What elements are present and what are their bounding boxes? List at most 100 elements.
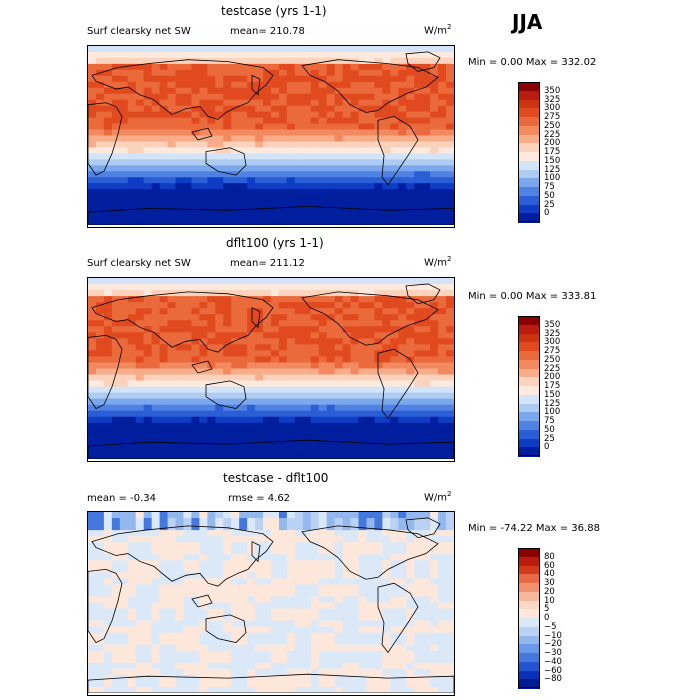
field-cell bbox=[215, 99, 224, 107]
field-cell bbox=[278, 422, 288, 430]
field-cell bbox=[247, 123, 256, 130]
field-cell bbox=[430, 105, 439, 113]
field-cell bbox=[167, 584, 176, 591]
field-cell bbox=[255, 428, 264, 436]
field-cell bbox=[247, 614, 256, 621]
field-cell bbox=[390, 296, 399, 303]
coastline bbox=[191, 360, 213, 374]
field-cell bbox=[318, 560, 328, 567]
field-cell bbox=[366, 524, 375, 531]
field-cell bbox=[183, 81, 192, 89]
field-cell bbox=[446, 620, 454, 628]
field-cell bbox=[143, 440, 153, 448]
field-cell bbox=[390, 81, 399, 89]
field-cell bbox=[88, 548, 97, 555]
field-cell bbox=[294, 147, 304, 154]
field-cell bbox=[414, 296, 423, 303]
field-cell bbox=[318, 296, 328, 303]
field-cell bbox=[111, 320, 121, 327]
field-cell bbox=[111, 117, 121, 124]
field-cell bbox=[374, 452, 383, 459]
field-cell bbox=[255, 668, 264, 676]
field-cell bbox=[422, 542, 431, 549]
field-cell bbox=[127, 446, 137, 454]
field-cell bbox=[159, 183, 168, 190]
field-cell bbox=[88, 374, 97, 381]
field-cell bbox=[318, 332, 328, 339]
field-cell bbox=[326, 422, 336, 430]
field-cell bbox=[422, 320, 431, 327]
field-cell bbox=[88, 614, 97, 621]
field-cell bbox=[247, 686, 256, 693]
field-cell bbox=[278, 147, 288, 154]
field-cell bbox=[175, 386, 184, 394]
field-cell bbox=[223, 620, 232, 628]
field-cell bbox=[374, 308, 383, 315]
field-cell bbox=[88, 129, 97, 136]
field-cell bbox=[183, 446, 192, 454]
field-cell bbox=[167, 554, 176, 561]
field-cell bbox=[374, 668, 383, 676]
field-cell bbox=[119, 171, 129, 178]
field-cell bbox=[231, 332, 240, 339]
field-cell bbox=[135, 171, 145, 178]
field-cell bbox=[278, 93, 288, 101]
field-cell bbox=[191, 326, 200, 333]
field-cell bbox=[88, 135, 97, 142]
field-cell bbox=[350, 99, 359, 107]
field-cell bbox=[334, 326, 344, 333]
field-cell bbox=[302, 398, 312, 406]
field-cell bbox=[215, 686, 224, 693]
field-cell bbox=[231, 195, 240, 202]
field-cell bbox=[151, 680, 161, 688]
field-cell bbox=[302, 590, 312, 597]
field-cell bbox=[366, 572, 375, 579]
field-cell bbox=[310, 189, 320, 196]
field-cell bbox=[127, 512, 137, 519]
field-cell bbox=[446, 638, 454, 646]
field-cell bbox=[143, 638, 153, 646]
field-cell bbox=[286, 296, 296, 303]
field-cell bbox=[422, 572, 431, 579]
field-cell bbox=[143, 129, 153, 136]
field-cell bbox=[302, 512, 312, 519]
field-cell bbox=[366, 602, 375, 609]
field-cell bbox=[255, 332, 264, 339]
field-cell bbox=[390, 386, 399, 394]
field-cell bbox=[175, 69, 184, 77]
field-cell bbox=[127, 638, 137, 646]
field-cell bbox=[422, 75, 431, 83]
field-cell bbox=[263, 572, 272, 579]
field-cell bbox=[255, 578, 264, 585]
field-cell bbox=[247, 81, 256, 89]
field-cell bbox=[231, 536, 240, 543]
field-cell bbox=[223, 332, 232, 339]
field-cell bbox=[135, 46, 145, 53]
field-cell bbox=[350, 338, 359, 345]
field-cell bbox=[247, 566, 256, 573]
field-cell bbox=[191, 584, 200, 591]
field-cell bbox=[255, 638, 264, 646]
field-cell bbox=[390, 590, 399, 597]
field-cell bbox=[422, 440, 431, 448]
field-cell bbox=[143, 159, 153, 166]
field-cell bbox=[88, 626, 97, 634]
field-cell bbox=[199, 159, 208, 166]
field-cell bbox=[175, 63, 184, 71]
field-cell bbox=[151, 177, 161, 184]
field-cell bbox=[127, 201, 137, 208]
field-cell bbox=[422, 584, 431, 591]
field-cell bbox=[422, 560, 431, 567]
field-cell bbox=[199, 356, 208, 363]
field-cell bbox=[318, 153, 328, 160]
field-cell bbox=[143, 93, 153, 101]
field-cell bbox=[310, 171, 320, 178]
field-cell bbox=[446, 153, 454, 160]
field-cell bbox=[239, 398, 248, 406]
field-cell bbox=[390, 201, 399, 208]
field-cell bbox=[215, 302, 224, 309]
field-cell bbox=[382, 51, 391, 59]
field-cell bbox=[382, 296, 391, 303]
field-cell bbox=[167, 93, 176, 101]
field-cell bbox=[95, 177, 105, 184]
